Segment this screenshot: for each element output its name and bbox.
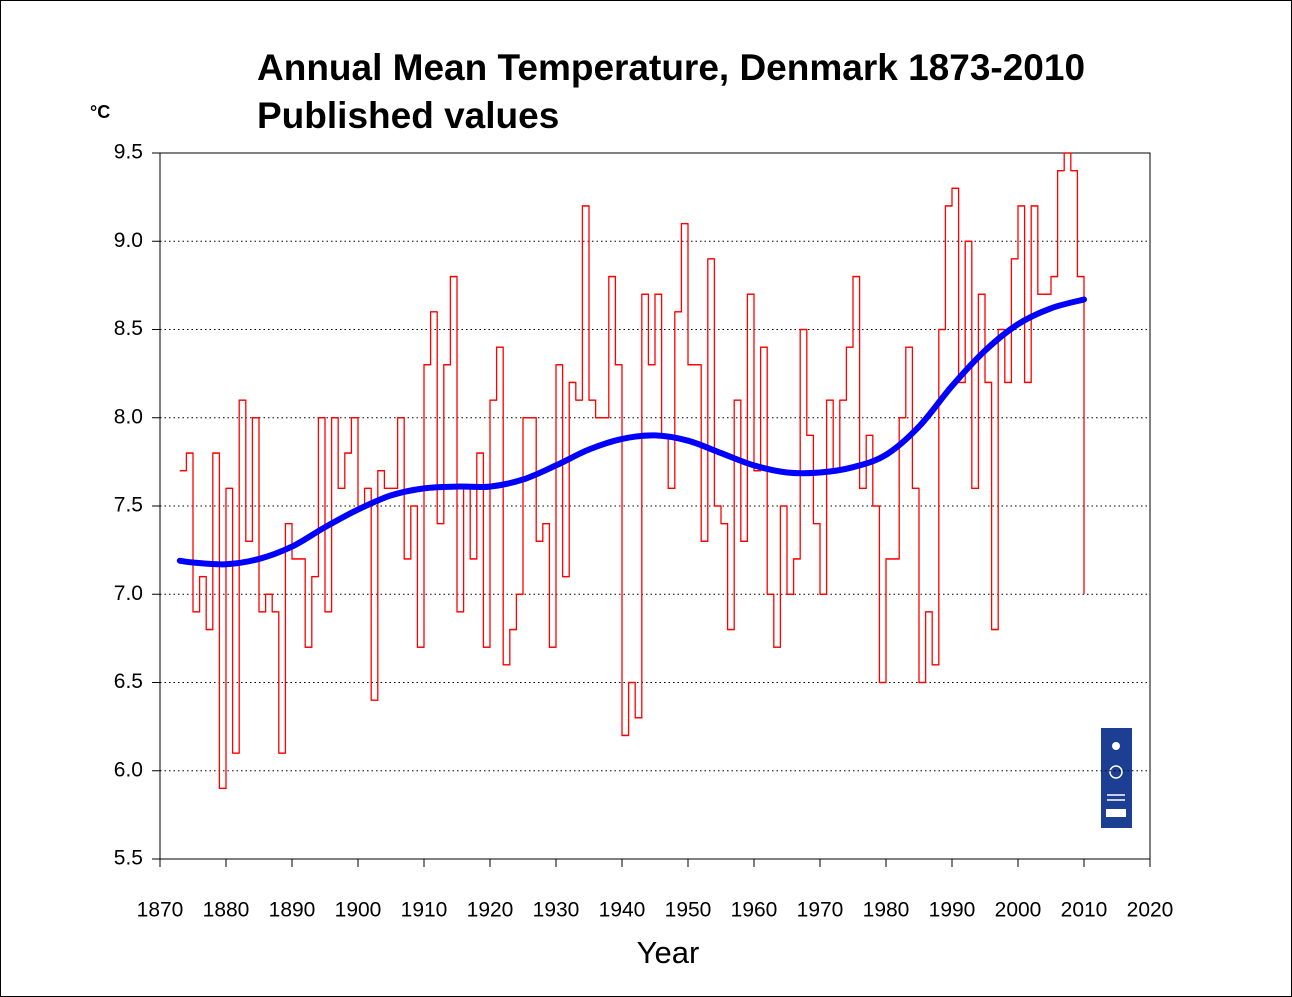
chart-subtitle: Published values xyxy=(257,95,559,136)
x-tick-label: 2020 xyxy=(1127,899,1174,922)
x-tick-label: 1940 xyxy=(599,899,646,922)
trend-line xyxy=(176,296,1087,568)
x-tick-label: 1960 xyxy=(731,899,778,922)
x-tick-label: 1870 xyxy=(137,899,184,922)
y-tick-label: 7.5 xyxy=(114,494,143,517)
y-tick-label: 8.0 xyxy=(114,405,143,428)
x-tick-label: 1900 xyxy=(335,899,382,922)
x-tick-label: 1950 xyxy=(665,899,712,922)
y-tick-label: 6.0 xyxy=(114,758,143,781)
x-tick-label: 1980 xyxy=(863,899,910,922)
x-tick-label: 1880 xyxy=(203,899,250,922)
x-tick-label: 2000 xyxy=(995,899,1042,922)
dmi-logo xyxy=(1101,728,1132,828)
y-tick-label: 6.5 xyxy=(114,670,143,693)
y-tick-label: 7.0 xyxy=(114,582,143,605)
x-tick-label: 1970 xyxy=(797,899,844,922)
x-tick-label: 1910 xyxy=(401,899,448,922)
x-tick-label: 1990 xyxy=(929,899,976,922)
y-tick-label: 9.0 xyxy=(114,229,143,252)
x-axis-label: Year xyxy=(637,935,700,970)
x-tick-label: 1890 xyxy=(269,899,316,922)
x-tick-label: 1920 xyxy=(467,899,514,922)
y-tick-label: 9.5 xyxy=(114,141,143,164)
y-tick-label: 8.5 xyxy=(114,317,143,340)
x-tick-label: 2010 xyxy=(1061,899,1108,922)
plot-frame xyxy=(159,152,1151,860)
chart-title: Annual Mean Temperature, Denmark 1873-20… xyxy=(257,47,1085,88)
y-tick-label: 5.5 xyxy=(114,847,143,870)
x-tick-label: 1930 xyxy=(533,899,580,922)
y-unit: °C xyxy=(90,102,110,122)
